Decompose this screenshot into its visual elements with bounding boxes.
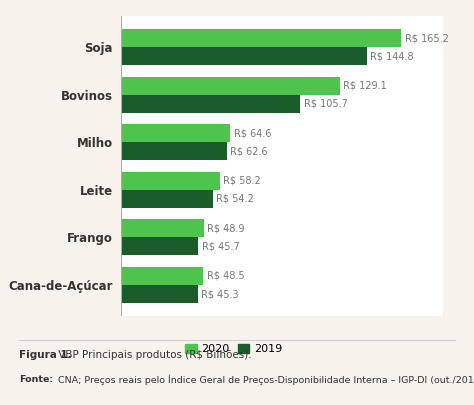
Legend: 2020, 2019: 2020, 2019	[181, 339, 286, 359]
Text: R$ 58.2: R$ 58.2	[223, 176, 261, 186]
Text: R$ 48.9: R$ 48.9	[207, 224, 245, 233]
Text: R$ 105.7: R$ 105.7	[303, 99, 347, 109]
Text: CNA; Preços reais pelo Índice Geral de Preços-Disponibilidade Interna – IGP-DI (: CNA; Preços reais pelo Índice Geral de P…	[55, 375, 474, 385]
Bar	[121, 124, 230, 142]
Text: R$ 165.2: R$ 165.2	[404, 33, 448, 43]
Bar	[121, 77, 340, 95]
Bar	[121, 142, 227, 160]
Bar	[121, 190, 213, 208]
Text: VBP Principais produtos (R$ Bilhões).: VBP Principais produtos (R$ Bilhões).	[55, 350, 251, 360]
Bar	[121, 172, 219, 190]
Text: R$ 62.6: R$ 62.6	[230, 146, 268, 156]
Text: Figura 1.: Figura 1.	[19, 350, 72, 360]
Text: R$ 45.3: R$ 45.3	[201, 289, 239, 299]
Text: R$ 54.2: R$ 54.2	[216, 194, 254, 204]
Text: R$ 48.5: R$ 48.5	[207, 271, 244, 281]
Text: Fonte:: Fonte:	[19, 375, 53, 384]
Bar	[121, 237, 199, 256]
Bar	[121, 220, 204, 237]
Text: R$ 129.1: R$ 129.1	[343, 81, 387, 91]
Bar	[121, 267, 203, 285]
Text: R$ 144.8: R$ 144.8	[370, 51, 413, 61]
Bar	[121, 285, 198, 303]
Text: R$ 45.7: R$ 45.7	[202, 241, 239, 252]
Bar	[121, 95, 300, 113]
Text: R$ 64.6: R$ 64.6	[234, 128, 271, 138]
Bar	[121, 47, 366, 65]
Bar	[121, 29, 401, 47]
